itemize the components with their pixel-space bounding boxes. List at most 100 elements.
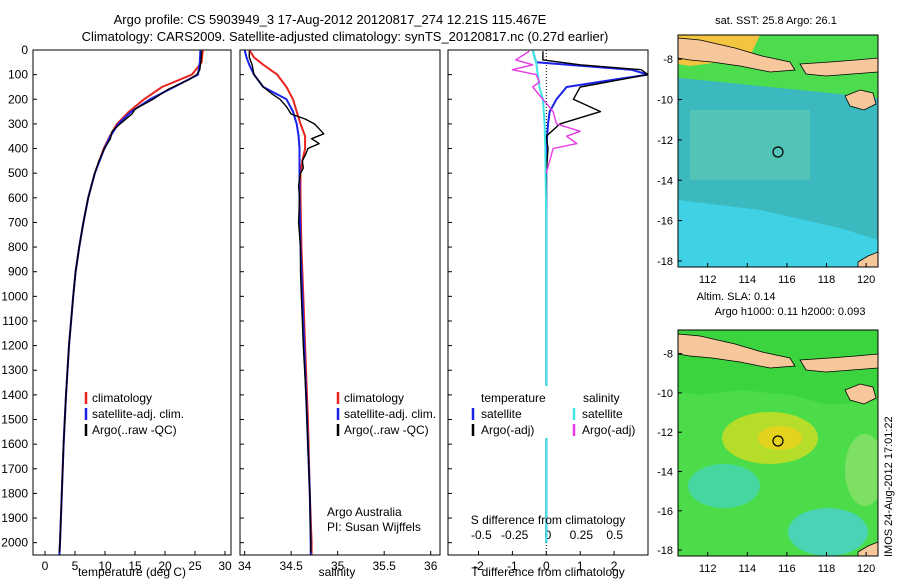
legend-label-s-argo: Argo(-adj)	[582, 423, 635, 437]
depth-tick-label: 900	[8, 265, 28, 279]
sst-mid-patch	[690, 110, 810, 180]
salinity-x-ticks: 34 34.5 35 35.5 36	[238, 551, 438, 573]
land-bali-lombok	[799, 353, 878, 373]
legend-label-climatology: climatology	[92, 391, 152, 405]
depth-tick-label: 1500	[1, 413, 28, 427]
temperature-lines	[58, 50, 204, 555]
salinity-xlabel: salinity	[319, 565, 356, 579]
sst-map-frame	[677, 34, 879, 268]
series-line-salinity-satellite	[531, 50, 548, 543]
sla-map-title-1: Altim. SLA: 0.14	[697, 291, 776, 303]
lon-tick-label: 120	[857, 274, 875, 286]
salinity-legend: climatology satellite-adj. clim. Argo(..…	[336, 391, 436, 437]
difference-top-tick-label: 0	[545, 528, 552, 542]
depth-tick-label: 1100	[2, 314, 28, 328]
depth-tick-label: 1900	[1, 511, 28, 525]
depth-tick-label: 1700	[1, 462, 28, 476]
legend-title-salinity: salinity	[583, 391, 620, 405]
temperature-tick-label: 25	[188, 559, 202, 573]
temperature-tick-label: 30	[218, 559, 232, 573]
salinity-tick-label: 34	[238, 559, 252, 573]
difference-y-tickmarks	[448, 49, 452, 544]
lon-tick-label: 116	[778, 274, 796, 286]
lat-tick-label: -18	[657, 545, 673, 557]
temperature-tick-label: 5	[72, 559, 79, 573]
legend-label-satellite: satellite-adj. clim.	[344, 407, 436, 421]
salinity-tick-label: 35.5	[373, 559, 397, 573]
lat-tick-label: -10	[657, 95, 673, 107]
depth-tick-label: 1600	[1, 437, 28, 451]
series-line-climatology	[58, 50, 204, 555]
legend-label-t-argo: Argo(-adj)	[481, 423, 534, 437]
depth-tick-label: 300	[8, 117, 28, 131]
lat-tick-label: -12	[657, 427, 673, 439]
temperature-tick-label: 10	[98, 559, 112, 573]
sst-map-title: sat. SST: 25.8 Argo: 26.1	[715, 15, 837, 27]
sla-high-core	[758, 426, 802, 450]
sla-lat-ticks: -8 -10 -12 -14 -16 -18	[657, 349, 682, 557]
difference-top-tick-label: -0.25	[501, 528, 529, 542]
salinity-tick-label: 35	[331, 559, 345, 573]
lat-tick-label: -10	[657, 388, 673, 400]
series-line-satellite-adj-clim	[58, 50, 202, 555]
series-line-temperature-satellite	[531, 50, 648, 543]
legend-background	[470, 386, 570, 438]
sla-map-frame	[677, 329, 879, 557]
timestamp-stamp: IMOS 24-Aug-2012 17:01:22	[883, 416, 895, 557]
lon-tick-label: 116	[778, 563, 796, 575]
land-java	[678, 333, 796, 369]
salinity-y-tickmarks	[240, 49, 244, 544]
lat-tick-label: -8	[663, 54, 673, 66]
temperature-depth-ticks: 0 100 200 300 400 500 600 700 800 900 1000 1100 1200…	[1, 43, 37, 550]
sla-east-patch	[845, 434, 878, 506]
legend-title-temperature: temperature	[481, 391, 546, 405]
argo-float-marker	[772, 146, 784, 158]
sst-map: sat. SST: 25.8 Argo: 26.1 -8 -10 -12 -14 -16…	[657, 15, 879, 286]
depth-tick-label: 1200	[1, 339, 28, 353]
depth-tick-label: 1400	[1, 388, 28, 402]
depth-tick-label: 0	[21, 43, 28, 57]
land-australia	[857, 251, 878, 267]
salinity-tick-label: 36	[424, 559, 438, 573]
legend-label-t-satellite: satellite	[481, 407, 522, 421]
sla-low-patch-2	[788, 508, 868, 556]
lat-tick-label: -14	[657, 175, 673, 187]
lon-tick-label: 114	[739, 563, 757, 575]
lat-tick-label: -16	[657, 216, 673, 228]
temperature-xlabel: temperature (deg C)	[78, 565, 186, 579]
depth-tick-label: 100	[8, 68, 28, 82]
lon-tick-label: 112	[699, 563, 717, 575]
sla-lon-ticks: 112 114 116 118 120	[699, 552, 875, 575]
depth-tick-label: 1000	[1, 289, 28, 303]
depth-tick-label: 2000	[1, 536, 28, 550]
difference-panel: -2 -1 0 1 2 -0.5 -0.25 0 0.25 0.5 S difference f…	[447, 49, 649, 579]
difference-legend: temperature satellite Argo(-adj) salinit…	[470, 386, 646, 438]
land-sumba	[844, 383, 877, 405]
depth-tick-label: 200	[8, 92, 28, 106]
difference-top-tick-label: 0.25	[570, 528, 594, 542]
depth-tick-label: 600	[8, 191, 28, 205]
salinity-axes-frame	[239, 49, 441, 556]
sla-map: Altim. SLA: 0.14 Argo h1000: 0.11 h2000:…	[657, 291, 879, 575]
sst-cool-band	[678, 200, 878, 267]
lat-tick-label: -18	[657, 256, 673, 268]
temperature-tick-label: 15	[128, 559, 142, 573]
lat-tick-label: -8	[663, 349, 673, 361]
legend-background	[580, 386, 646, 438]
temperature-axes-frame	[32, 49, 232, 556]
temperature-tick-label: 0	[42, 559, 49, 573]
temperature-panel: 0100200300400500600700800900100011001200…	[1, 43, 232, 579]
difference-tick-label: -2	[473, 559, 484, 573]
lon-tick-label: 120	[857, 563, 875, 575]
legend-label-s-satellite: satellite	[582, 407, 623, 421]
legend-label-argo: Argo(..raw -QC)	[92, 423, 177, 437]
difference-tick-label: -1	[507, 559, 518, 573]
land-java	[678, 37, 796, 73]
lon-tick-label: 118	[818, 274, 836, 286]
series-line-argo-raw-qc	[58, 51, 203, 553]
land-australia	[857, 541, 878, 556]
difference-top-ticks: -0.5 -0.25 0 0.25 0.5	[471, 528, 623, 542]
difference-tick-label: 2	[611, 559, 618, 573]
argo-float-marker	[772, 435, 784, 447]
